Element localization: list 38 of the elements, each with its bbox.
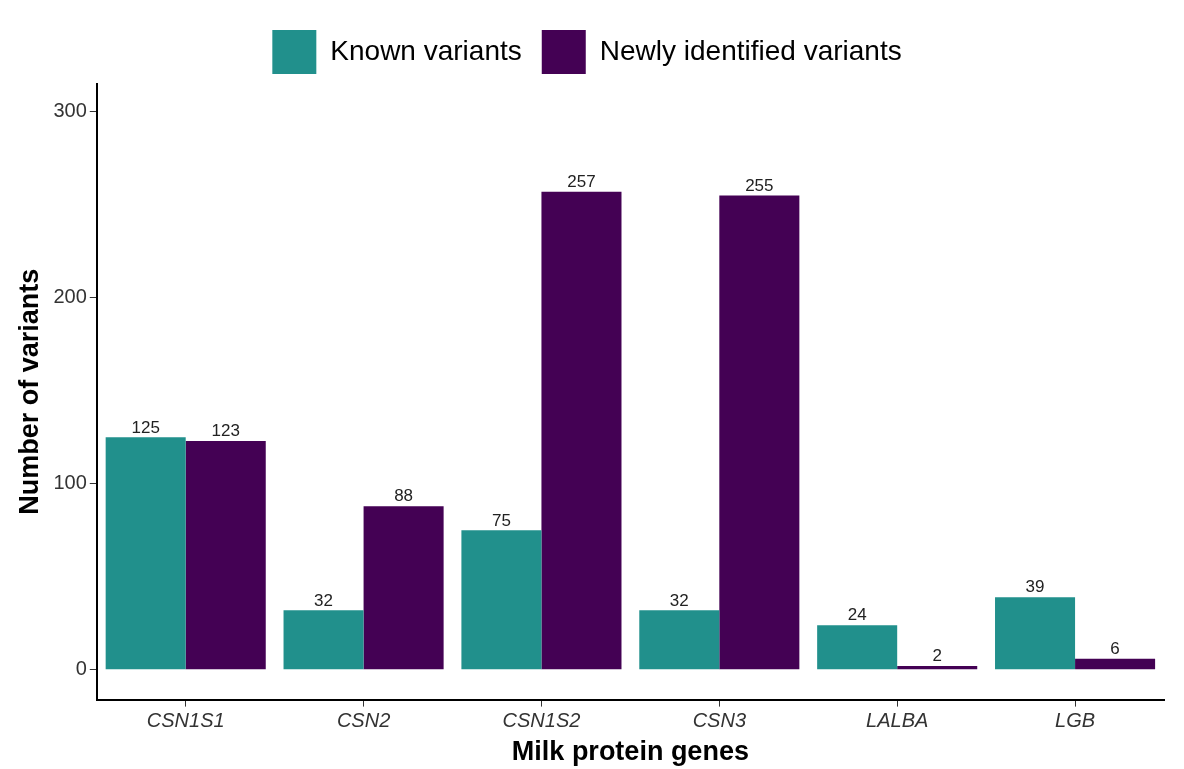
x-tick-label: LGB xyxy=(1055,709,1096,732)
data-label: 2 xyxy=(932,646,942,666)
data-label: 32 xyxy=(314,590,334,610)
data-label: 88 xyxy=(394,486,414,506)
bar xyxy=(283,610,364,670)
legend-label: Newly identified variants xyxy=(599,34,902,66)
bar xyxy=(719,195,800,670)
y-tick-label: 300 xyxy=(53,99,87,122)
y-tick-label: 100 xyxy=(53,471,87,494)
y-axis-title: Number of variants xyxy=(13,268,44,515)
data-label: 125 xyxy=(131,417,160,437)
bar xyxy=(817,625,898,670)
x-tick-label: CSN3 xyxy=(692,709,746,732)
data-label: 39 xyxy=(1025,577,1045,597)
bar xyxy=(461,530,542,670)
bar xyxy=(1075,658,1156,670)
x-tick-label: CSN1S1 xyxy=(146,709,225,732)
y-tick-label: 0 xyxy=(75,657,87,680)
y-tick-label: 200 xyxy=(53,285,87,308)
x-axis-title: Milk protein genes xyxy=(511,736,749,767)
bar xyxy=(897,666,978,670)
bar xyxy=(363,506,444,670)
data-label: 255 xyxy=(745,175,774,195)
bar xyxy=(105,437,186,670)
x-tick-label: LALBA xyxy=(866,709,929,732)
bar xyxy=(541,191,622,670)
data-label: 75 xyxy=(491,510,511,530)
x-tick-label: CSN1S2 xyxy=(502,709,581,732)
data-label: 123 xyxy=(211,421,240,441)
bar xyxy=(185,441,266,670)
data-label: 32 xyxy=(669,590,689,610)
bar xyxy=(639,610,720,670)
bar xyxy=(995,597,1076,670)
x-tick-label: CSN2 xyxy=(336,709,391,732)
legend-label: Known variants xyxy=(330,34,522,66)
data-label: 6 xyxy=(1110,638,1120,658)
data-label: 257 xyxy=(567,172,596,192)
data-label: 24 xyxy=(847,605,867,625)
